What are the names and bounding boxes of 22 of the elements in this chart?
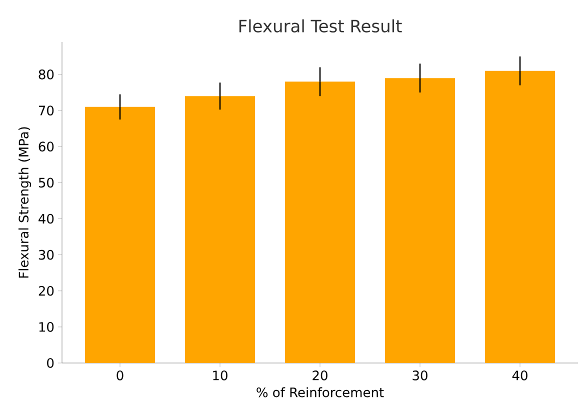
bar [485,70,556,363]
x-tick-label: 0 [116,370,124,380]
y-tick-label: 80 [38,70,54,80]
y-tick-label: 10 [39,322,54,332]
bar [285,82,356,363]
y-tick-label: 50 [38,178,54,188]
x-tick-label: 40 [512,370,528,380]
y-tick-label: 0 [47,358,54,368]
x-tick-label: 20 [312,370,328,380]
bar [85,106,156,363]
y-tick-label: 40 [38,214,54,224]
y-axis-title: Flexural Strength (MPa) [18,127,32,278]
x-axis-title: % of Reinforcement [256,387,384,398]
y-tick-label: 20 [38,286,54,296]
bar [185,96,256,363]
bar [385,78,456,363]
y-tick-label: 70 [38,106,54,116]
x-tick-label: 10 [213,370,228,380]
y-tick-label: 30 [38,250,54,260]
x-tick-label: 30 [412,370,428,380]
chart-title: Flexural Test Result [239,19,402,32]
y-tick-label: 60 [38,142,54,152]
